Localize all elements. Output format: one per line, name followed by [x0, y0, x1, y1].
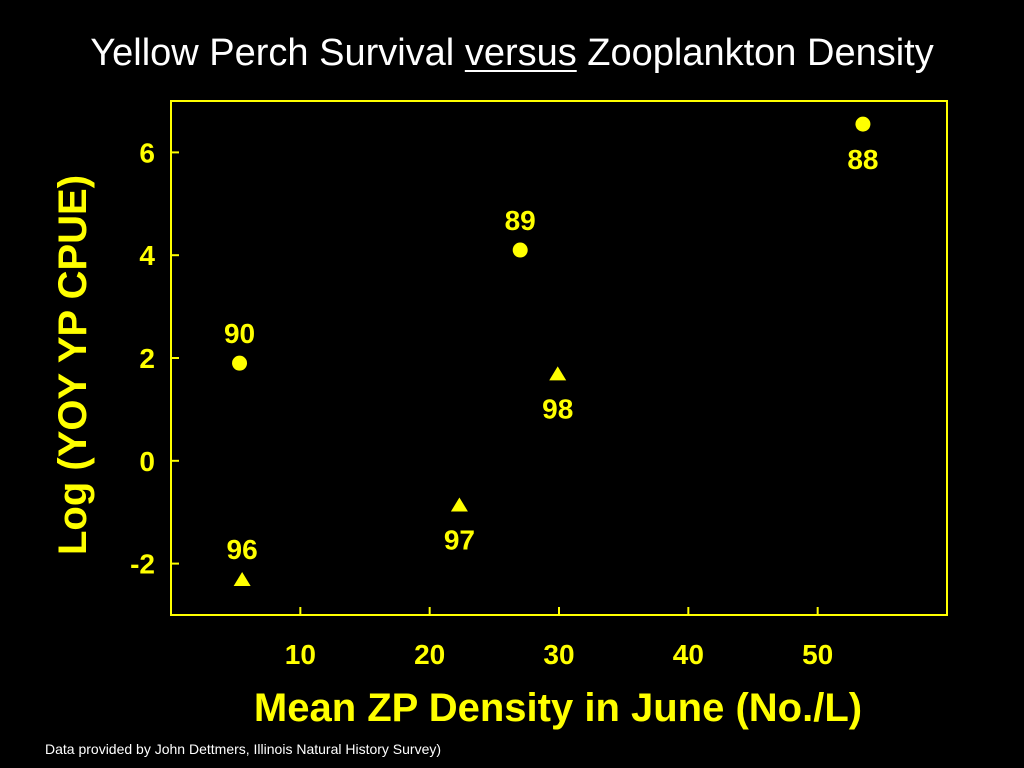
y-tick-label: -2	[130, 549, 155, 580]
x-tick-label: 10	[285, 639, 316, 670]
y-tick-label: 4	[139, 240, 155, 271]
y-tick-label: 0	[139, 446, 155, 477]
x-tick-label: 30	[543, 639, 574, 670]
x-axis-label: Mean ZP Density in June (No./L)	[254, 686, 862, 730]
point-circle	[512, 242, 528, 258]
title-emphasis-versus: versus	[464, 32, 577, 74]
point-label: 89	[505, 205, 536, 236]
data-points: 88 89 90 96 97 98	[224, 116, 879, 587]
point-label: 90	[224, 318, 255, 349]
point-circle	[232, 355, 248, 371]
x-tick-label: 40	[673, 639, 704, 670]
slide-title: Yellow Perch Survival versus Zooplankton…	[0, 30, 1024, 76]
x-tick-label: 20	[414, 639, 445, 670]
y-axis-ticks: -2 0 2 4 6	[130, 137, 179, 580]
x-axis-ticks: 10 20 30 40 50	[285, 607, 833, 670]
point-triangle	[450, 497, 468, 512]
plot-area-frame	[170, 100, 948, 616]
data-source-footnote: Data provided by John Dettmers, Illinois…	[45, 741, 442, 757]
y-axis-label: Log (YOY YP CPUE)	[51, 175, 95, 555]
x-tick-label: 50	[802, 639, 833, 670]
point-label: 88	[847, 144, 878, 175]
point-circle	[855, 116, 871, 132]
point-triangle	[233, 572, 251, 587]
point-label: 98	[542, 393, 573, 424]
y-tick-label: 6	[139, 137, 155, 168]
point-triangle	[549, 366, 567, 381]
y-tick-label: 2	[139, 343, 155, 374]
point-label: 97	[444, 524, 475, 555]
title-part-3: Zooplankton Density	[576, 32, 934, 74]
title-part-1: Yellow Perch Survival	[90, 32, 465, 74]
point-label: 96	[227, 534, 258, 565]
